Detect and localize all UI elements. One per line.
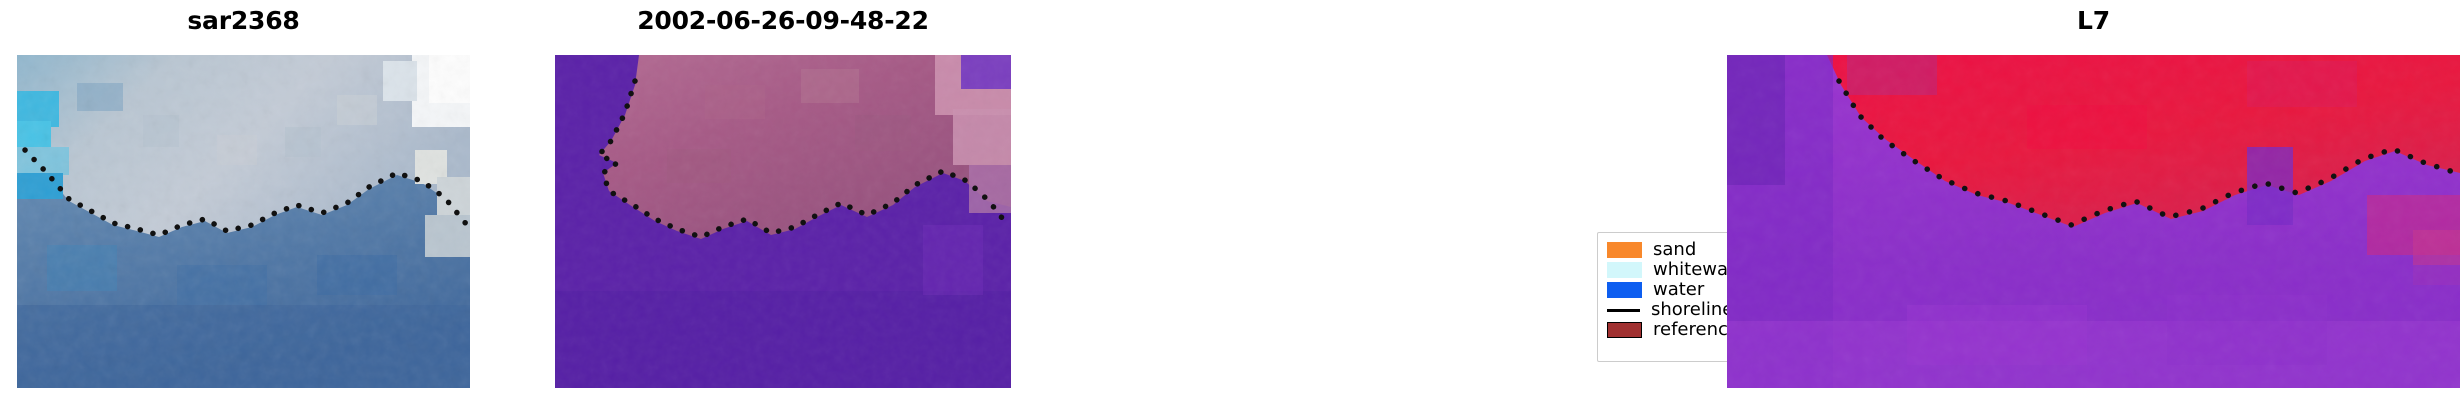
legend-item-sand: sand: [1607, 240, 1777, 260]
legend-item-water: water: [1607, 280, 1777, 300]
water-color-swatch: [1607, 282, 1642, 298]
shoreline-line-sample: [1607, 308, 1640, 312]
panel-date: 2002-06-26-09-48-22: [555, 0, 1011, 403]
panel-date-image: [555, 55, 1011, 388]
date-shoreline-overlay: [594, 78, 1011, 240]
legend-item-shoreline: shoreline: [1607, 300, 1777, 320]
panel-l7-image: [1727, 55, 2460, 388]
legend-label-water: water: [1653, 279, 1705, 300]
l7-raster: [1727, 55, 2460, 388]
date-raster: [555, 55, 1011, 388]
panel-date-title: 2002-06-26-09-48-22: [637, 6, 929, 35]
legend-label-sand: sand: [1653, 239, 1697, 260]
sand-color-swatch: [1607, 242, 1642, 258]
sar-raster: [17, 55, 470, 388]
panel-l7-title: L7: [2077, 6, 2110, 35]
panel-l7: L7: [1727, 0, 2460, 403]
legend-label-shoreline: shoreline: [1651, 299, 1734, 320]
panel-sar-title: sar2368: [187, 6, 300, 35]
whitewater-color-swatch: [1607, 262, 1642, 278]
legend-item-reference: reference: [1607, 320, 1777, 340]
panel-sar-image: [17, 55, 470, 388]
panel-sar: sar2368: [17, 0, 470, 403]
legend-label-reference: reference: [1653, 319, 1739, 340]
reference-color-swatch: [1607, 322, 1642, 338]
sar-shoreline-overlay: [22, 147, 470, 238]
l7-shoreline-overlay: [1836, 78, 2460, 228]
